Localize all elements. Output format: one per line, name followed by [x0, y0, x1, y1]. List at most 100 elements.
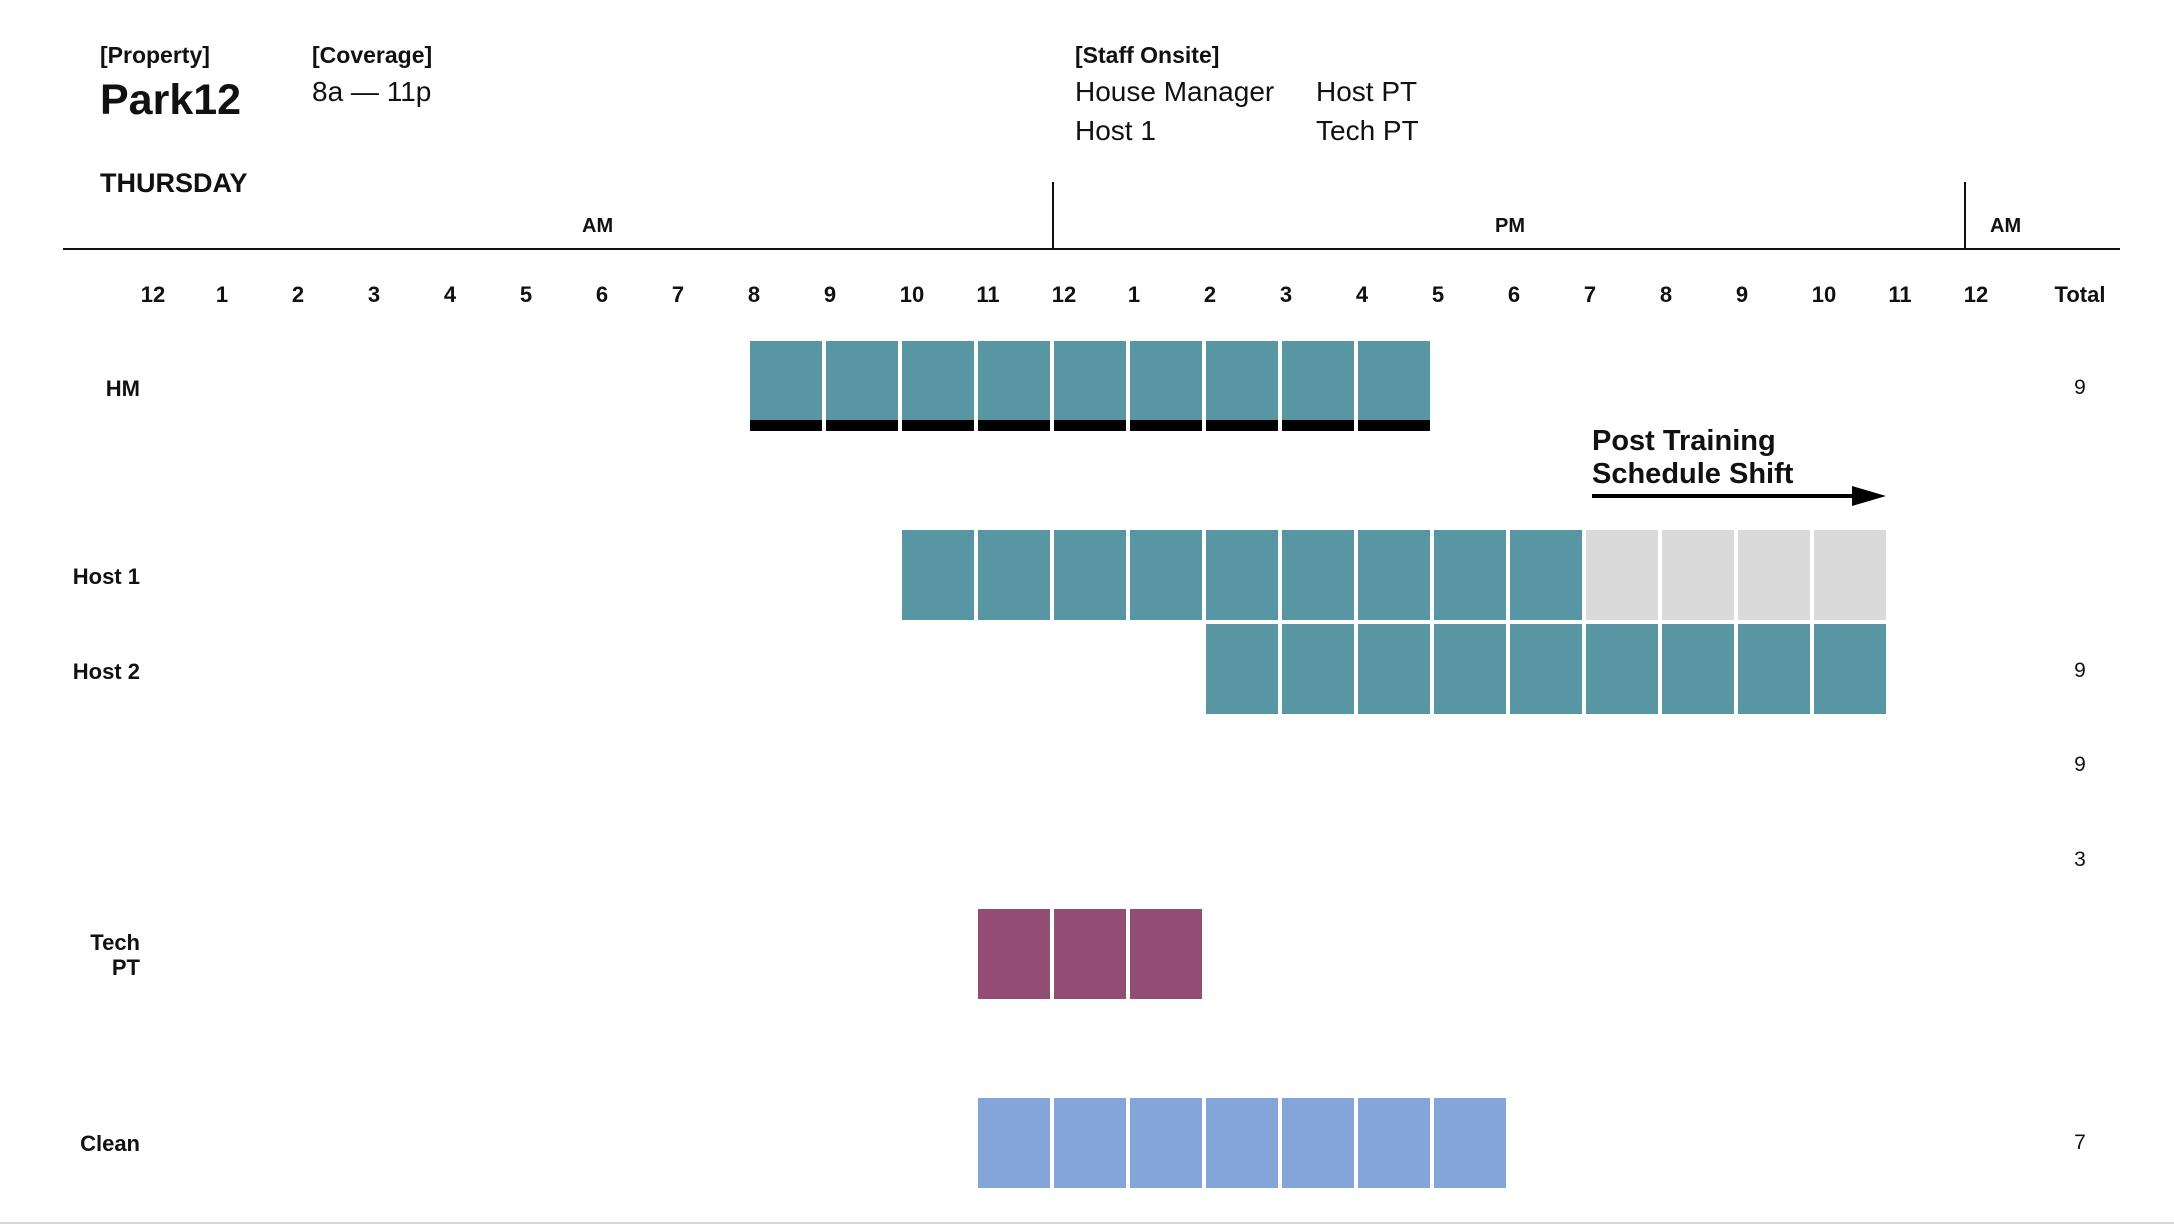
total-hm: 9: [2074, 376, 2086, 399]
shift-block: [1206, 1098, 1278, 1188]
hour-label: 6: [595, 282, 609, 307]
property-label: [Property]: [100, 42, 210, 68]
shift-block-underline: [1282, 420, 1354, 431]
shift-block: [1130, 530, 1202, 620]
hour-label: 7: [1583, 282, 1597, 307]
midnight-divider: [1964, 182, 1966, 250]
annotation-line-1: Post Training: [1592, 425, 1776, 457]
hour-label: 12: [140, 282, 166, 307]
row-label-host-1: Host 1: [72, 564, 140, 589]
row-label-host-2: Host 2: [72, 659, 140, 684]
shift-block: [1434, 624, 1506, 714]
shift-block: [750, 341, 822, 431]
hour-label: 4: [1355, 282, 1369, 307]
row-label-tech-pt: Tech PT: [90, 930, 140, 980]
period-am-next: AM: [1990, 215, 2022, 237]
future-shift-block: [1814, 530, 1886, 620]
row-label-clean: Clean: [80, 1131, 140, 1156]
shift-block: [1358, 1098, 1430, 1188]
shift-block: [1510, 624, 1582, 714]
coverage-value: 8a — 11p: [312, 76, 432, 107]
hour-label: 3: [367, 282, 381, 307]
hour-label: 6: [1507, 282, 1521, 307]
annotation-arrow-icon: [1592, 486, 1886, 506]
noon-divider: [1052, 182, 1054, 250]
shift-block-underline: [978, 420, 1050, 431]
shift-block: [1282, 341, 1354, 431]
shift-block: [1282, 624, 1354, 714]
hour-label: 10: [1811, 282, 1837, 307]
shift-block-underline: [1130, 420, 1202, 431]
shift-block: [978, 341, 1050, 431]
hour-label: 8: [1659, 282, 1673, 307]
shift-block-underline: [750, 420, 822, 431]
hour-label: 5: [519, 282, 533, 307]
future-shift-block: [1586, 530, 1658, 620]
total-host-1: 9: [2074, 659, 2086, 682]
hour-label: 2: [1203, 282, 1217, 307]
hour-label: 8: [747, 282, 761, 307]
period-pm: PM: [1495, 215, 1525, 237]
shift-block: [1814, 624, 1886, 714]
shift-block: [826, 341, 898, 431]
shift-block: [1358, 530, 1430, 620]
total-header: Total: [2054, 282, 2106, 307]
hour-label: 3: [1279, 282, 1293, 307]
hour-label: 4: [443, 282, 457, 307]
shift-block: [1282, 1098, 1354, 1188]
shift-block-underline: [1206, 420, 1278, 431]
shift-block-underline: [826, 420, 898, 431]
shift-block: [902, 530, 974, 620]
staff-house-manager: House Manager: [1075, 76, 1275, 107]
shift-block: [1434, 530, 1506, 620]
shift-block-underline: [1358, 420, 1430, 431]
staff-tech-pt: Tech PT: [1316, 115, 1419, 146]
shift-block: [1054, 530, 1126, 620]
shift-block: [1130, 1098, 1202, 1188]
shift-block: [1586, 624, 1658, 714]
shift-block: [1434, 1098, 1506, 1188]
hour-label: 1: [1127, 282, 1141, 307]
hour-label: 11: [976, 282, 1000, 307]
staff-host-1: Host 1: [1075, 115, 1156, 146]
day-label: THURSDAY: [100, 168, 248, 198]
row-label-hm: HM: [105, 376, 140, 401]
property-name: Park12: [100, 76, 242, 124]
shift-block: [1358, 624, 1430, 714]
shift-block: [1054, 909, 1126, 999]
total-host-2: 9: [2074, 753, 2086, 776]
hour-label: 12: [1963, 282, 1989, 307]
shift-block: [1206, 341, 1278, 431]
total-clean: 7: [2074, 1131, 2086, 1154]
total-tech-pt: 3: [2074, 848, 2086, 871]
hour-label: 10: [899, 282, 925, 307]
hour-label: 7: [671, 282, 685, 307]
coverage-label: [Coverage]: [312, 42, 433, 68]
hour-label: 5: [1431, 282, 1445, 307]
shift-block: [1130, 341, 1202, 431]
shift-block: [1054, 1098, 1126, 1188]
period-am: AM: [582, 215, 614, 237]
future-shift-block: [1738, 530, 1810, 620]
future-shift-block: [1662, 530, 1734, 620]
shift-block: [1662, 624, 1734, 714]
hour-label: 11: [1888, 282, 1912, 307]
shift-block-underline: [1054, 420, 1126, 431]
shift-block: [1054, 341, 1126, 431]
timeline-axis: [63, 248, 2120, 250]
staff-host-pt: Host PT: [1316, 76, 1418, 107]
shift-block: [1738, 624, 1810, 714]
hour-label: 9: [823, 282, 837, 307]
annotation-line-2: Schedule Shift: [1592, 458, 1794, 490]
shift-block: [1130, 909, 1202, 999]
shift-block: [1358, 341, 1430, 431]
hour-label: 12: [1051, 282, 1077, 307]
shift-block: [978, 909, 1050, 999]
hour-label: 1: [215, 282, 229, 307]
shift-block: [1206, 530, 1278, 620]
shift-block: [978, 1098, 1050, 1188]
shift-block-underline: [902, 420, 974, 431]
shift-block: [1282, 530, 1354, 620]
shift-block: [1206, 624, 1278, 714]
hour-label: 9: [1735, 282, 1749, 307]
